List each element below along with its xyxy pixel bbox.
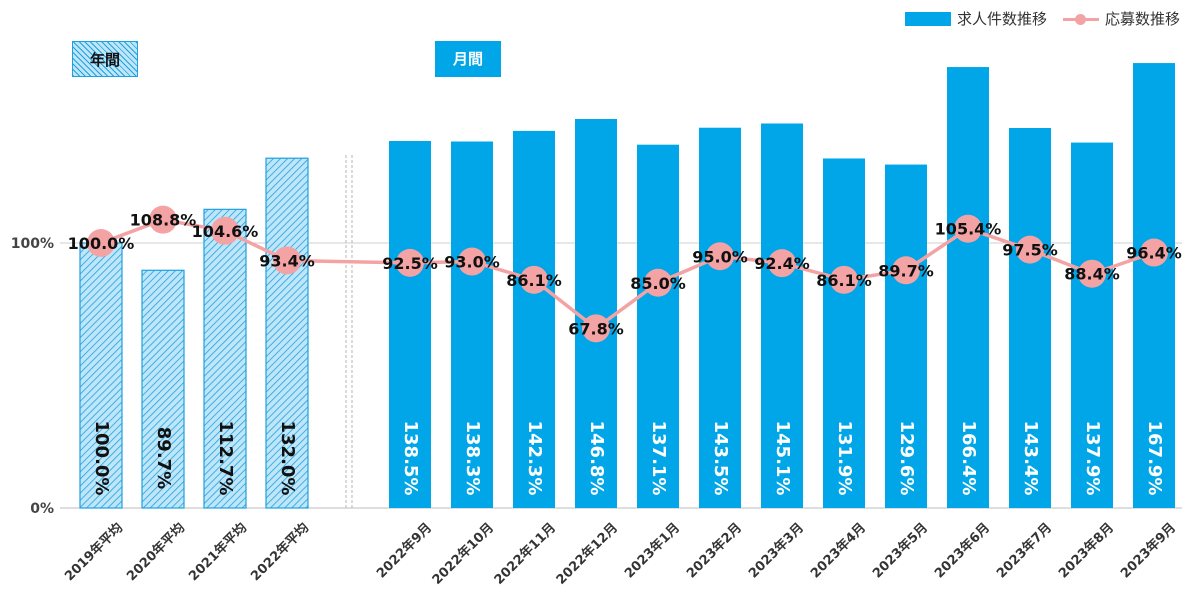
bar-2021年平均 xyxy=(203,208,247,509)
line-marker-2023年7月 xyxy=(1016,235,1044,264)
line-value-label: 92.5% xyxy=(382,254,438,273)
line-marker-2019年平均 xyxy=(87,229,115,257)
line-marker-2023年4月 xyxy=(830,265,858,294)
legend-swatch-line xyxy=(1062,12,1099,26)
x-tick-label: 2022年11月 xyxy=(491,520,559,588)
x-tick-label: 2023年3月 xyxy=(745,520,807,582)
bar-value-label: 132.0% xyxy=(277,421,298,496)
line-marker-2023年8月 xyxy=(1078,259,1106,288)
line-value-label: 93.0% xyxy=(444,253,500,272)
bar-2023年8月 xyxy=(1071,142,1113,508)
line-marker-2023年6月 xyxy=(954,214,982,243)
line-marker-2020年平均 xyxy=(149,205,177,234)
line-value-label: 88.4% xyxy=(1064,265,1120,284)
bar-value-label: 166.4% xyxy=(958,421,979,496)
line-segment xyxy=(286,258,411,265)
bar-value-label: 143.4% xyxy=(1020,421,1041,496)
line-value-label: 105.4% xyxy=(935,220,1002,239)
bar-2023年7月 xyxy=(1009,127,1051,509)
x-tick-label: 2023年1月 xyxy=(621,520,683,582)
bar-2019年平均 xyxy=(79,242,123,509)
legend-label-jobs: 求人件数推移 xyxy=(956,10,1047,28)
line-marker-2022年11月 xyxy=(520,265,548,294)
x-tick-label: 2020年平均 xyxy=(124,520,188,584)
legend-item-jobs: 求人件数推移 xyxy=(904,8,1047,29)
y-tick-label: 0% xyxy=(30,501,54,517)
bar-value-label: 142.3% xyxy=(524,421,545,496)
bar-2022年11月 xyxy=(513,130,555,508)
line-value-label: 92.4% xyxy=(754,254,810,273)
y-tick-label: 100% xyxy=(11,236,54,252)
line-value-label: 89.7% xyxy=(878,261,934,280)
bar-2023年1月 xyxy=(637,144,679,508)
line-marker-2023年3月 xyxy=(768,249,796,278)
bar-2023年4月 xyxy=(823,158,865,508)
legend-swatch-bar xyxy=(904,11,951,26)
bar-value-label: 138.5% xyxy=(400,421,421,496)
bar-value-label: 145.1% xyxy=(772,421,793,496)
bar-2023年2月 xyxy=(699,127,741,508)
line-value-label: 93.4% xyxy=(259,251,315,270)
x-tick-label: 2022年9月 xyxy=(373,520,435,582)
legend-item-applicants: 応募数推移 xyxy=(1062,8,1180,29)
x-tick-label: 2023年4月 xyxy=(807,520,869,582)
line-marker-2022年12月 xyxy=(582,314,610,343)
bar-value-label: 137.9% xyxy=(1082,421,1103,496)
x-tick-label: 2022年平均 xyxy=(248,520,312,584)
bar-2022年平均 xyxy=(265,157,309,509)
bar-value-label: 100.0% xyxy=(91,421,112,496)
x-tick-label: 2023年2月 xyxy=(683,520,745,582)
line-marker-2022年9月 xyxy=(396,248,424,277)
line-marker-2022年平均 xyxy=(273,246,301,275)
x-tick-label: 2019年平均 xyxy=(62,520,126,584)
annual-group-label: 年間 xyxy=(72,41,138,77)
line-marker-2022年10月 xyxy=(458,247,486,276)
line-marker-2021年平均 xyxy=(211,216,239,245)
bar-value-label: 146.8% xyxy=(586,421,607,496)
bar-value-label: 137.1% xyxy=(648,421,669,496)
line-marker-2023年1月 xyxy=(644,268,672,297)
x-tick-label: 2022年12月 xyxy=(553,520,621,588)
bar-2023年6月 xyxy=(947,67,989,508)
bar-2022年12月 xyxy=(575,118,617,508)
x-tick-label: 2023年9月 xyxy=(1117,520,1179,582)
bar-value-label: 143.5% xyxy=(710,421,731,496)
legend-label-applicants: 応募数推移 xyxy=(1104,10,1180,28)
bar-value-label: 167.9% xyxy=(1144,421,1165,496)
bar-2023年9月 xyxy=(1133,63,1175,508)
line-marker-2023年2月 xyxy=(706,242,734,271)
line-value-label: 104.6% xyxy=(192,222,259,241)
line-marker-2023年5月 xyxy=(892,256,920,285)
x-tick-label: 2022年10月 xyxy=(429,520,497,588)
bar-2023年3月 xyxy=(761,123,803,509)
line-value-label: 67.8% xyxy=(568,319,624,338)
line-value-label: 108.8% xyxy=(130,211,197,230)
x-tick-label: 2023年8月 xyxy=(1055,520,1117,582)
bar-value-label: 138.3% xyxy=(462,421,483,496)
bar-2023年5月 xyxy=(885,164,927,508)
x-tick-label: 2023年5月 xyxy=(869,520,931,582)
bar-value-label: 129.6% xyxy=(896,421,917,496)
bar-2022年10月 xyxy=(451,141,493,508)
bar-value-label: 89.7% xyxy=(153,427,174,489)
line-value-label: 85.0% xyxy=(630,274,686,293)
line-marker-2023年9月 xyxy=(1140,238,1168,267)
x-tick-label: 2021年平均 xyxy=(186,520,250,584)
bar-value-label: 112.7% xyxy=(215,421,236,496)
x-tick-label: 2023年7月 xyxy=(993,520,1055,582)
line-value-label: 100.0% xyxy=(68,234,135,253)
line-value-label: 86.1% xyxy=(816,271,872,290)
bar-2022年9月 xyxy=(389,140,431,508)
monthly-group-label: 月間 xyxy=(435,41,501,77)
bar-value-label: 131.9% xyxy=(834,421,855,496)
x-tick-label: 2023年6月 xyxy=(931,520,993,582)
line-value-label: 86.1% xyxy=(506,271,562,290)
line-value-label: 95.0% xyxy=(692,247,748,266)
legend: 求人件数推移 応募数推移 xyxy=(889,8,1180,29)
bar-2020年平均 xyxy=(141,269,185,509)
line-value-label: 97.5% xyxy=(1002,241,1058,260)
line-value-label: 96.4% xyxy=(1126,244,1182,263)
